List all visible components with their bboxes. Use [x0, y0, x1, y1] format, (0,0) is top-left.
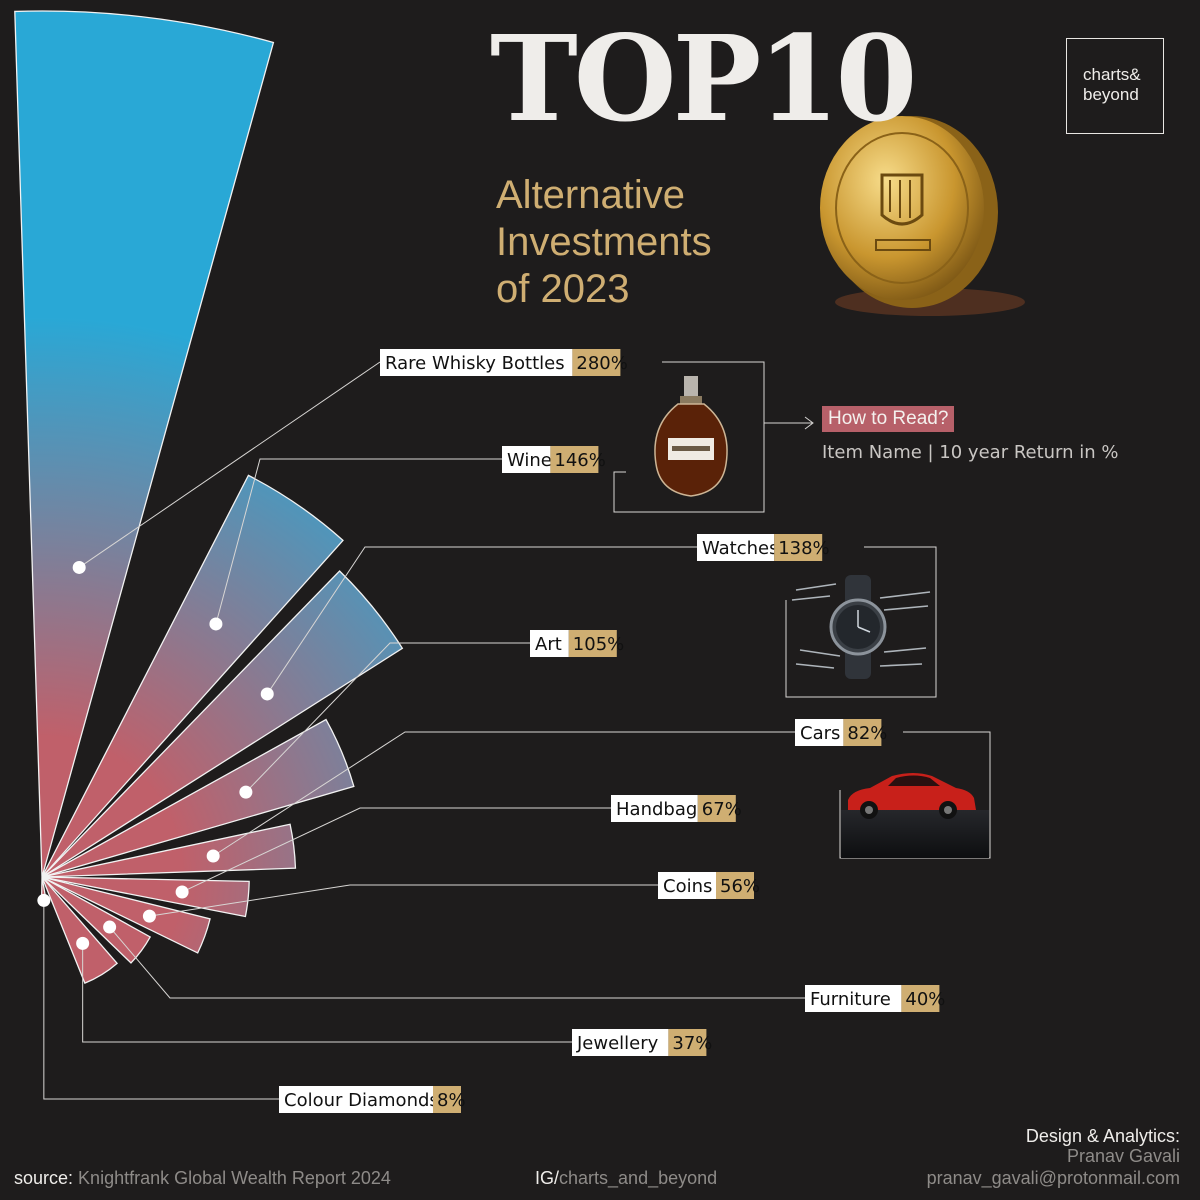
- value-label-6: 56%: [720, 876, 760, 897]
- connector-3: [245, 642, 530, 793]
- wedge-dot-6: [142, 909, 156, 923]
- connector-0: [78, 361, 381, 568]
- source: source: Knightfrank Global Wealth Report…: [14, 1168, 391, 1189]
- wedge-dot-4: [206, 849, 220, 863]
- ig-value: charts_and_beyond: [559, 1168, 718, 1188]
- whisky-bottle-photo: [654, 376, 728, 497]
- wedge-6: [41, 876, 211, 954]
- value-label-bg-4: [843, 719, 882, 746]
- category-label-2: Watches: [702, 538, 779, 559]
- category-label-bg-5: [611, 795, 698, 822]
- category-label-1: Wine: [507, 450, 552, 471]
- value-label-bg-2: [774, 534, 823, 561]
- how-to-read-arrowhead: [804, 416, 814, 430]
- category-label-bg-3: [530, 630, 569, 657]
- value-label-bg-7: [901, 985, 940, 1012]
- value-label-bg-1: [550, 446, 599, 473]
- value-label-4: 82%: [847, 723, 887, 744]
- category-label-7: Furniture: [810, 989, 891, 1010]
- subtitle-line-2: Investments: [496, 220, 712, 264]
- category-label-4: Cars: [800, 723, 840, 744]
- connector-7: [109, 926, 805, 999]
- brand-line-1: charts&: [1083, 65, 1141, 84]
- value-label-9: 8%: [437, 1090, 466, 1111]
- value-label-3: 105%: [573, 634, 624, 655]
- connector-8: [82, 943, 572, 1043]
- wedge-dot-7: [103, 920, 117, 934]
- wedge-dot-9: [37, 893, 51, 907]
- wedge-dot-5: [175, 885, 189, 899]
- category-label-3: Art: [535, 634, 562, 655]
- brand-logo: charts& beyond: [1066, 38, 1164, 134]
- category-label-bg-0: [380, 349, 573, 376]
- wedge-0: [14, 10, 275, 878]
- category-label-bg-9: [279, 1086, 433, 1113]
- connector-9: [43, 900, 279, 1100]
- category-label-bg-1: [502, 446, 551, 473]
- value-label-0: 280%: [576, 353, 627, 374]
- instagram-handle: IG/charts_and_beyond: [535, 1168, 717, 1189]
- connector-1: [215, 458, 502, 625]
- wedge-7: [41, 876, 152, 964]
- category-label-6: Coins: [663, 876, 712, 897]
- credit-heading: Design & Analytics:: [1025, 1126, 1180, 1146]
- category-label-0: Rare Whisky Bottles: [385, 353, 565, 374]
- connector-4: [212, 731, 795, 857]
- value-label-7: 40%: [905, 989, 945, 1010]
- value-label-5: 67%: [702, 799, 742, 820]
- subtitle-line-1: Alternative: [496, 173, 685, 217]
- value-label-bg-5: [697, 795, 736, 822]
- legend-format: Item Name | 10 year Return in %: [822, 442, 1119, 463]
- value-label-bg-8: [668, 1029, 707, 1056]
- wedge-4: [41, 823, 297, 878]
- whisky-frame: [613, 361, 765, 513]
- value-label-1: 146%: [554, 450, 605, 471]
- wedge-dot-0: [72, 560, 86, 574]
- credit-name: Pranav Gavali: [1066, 1146, 1180, 1166]
- wedge-dot-8: [76, 936, 90, 950]
- subtitle: Alternative Investments of 2023: [496, 172, 816, 313]
- ig-label: IG/: [535, 1168, 560, 1188]
- value-label-bg-3: [568, 630, 617, 657]
- value-label-bg-0: [572, 349, 621, 376]
- watch-photo: [791, 575, 931, 679]
- credit-email: pranav_gavali@protonmail.com: [926, 1168, 1180, 1188]
- wedge-5: [41, 876, 250, 918]
- gold-coin-photo: [820, 116, 1025, 316]
- value-label-bg-9: [433, 1086, 461, 1113]
- category-label-bg-8: [572, 1029, 669, 1056]
- how-to-read-badge: How to Read?: [822, 406, 955, 432]
- red-car-photo: [841, 773, 989, 858]
- subtitle-line-3: of 2023: [496, 267, 630, 311]
- wedge-dot-3: [239, 785, 253, 799]
- wedge-3: [41, 718, 355, 878]
- wedge-1: [41, 474, 344, 878]
- category-label-bg-6: [658, 872, 716, 899]
- title: TOP10: [490, 9, 918, 148]
- connector-5: [181, 807, 611, 893]
- source-value: Knightfrank Global Wealth Report 2024: [78, 1168, 391, 1188]
- category-label-bg-4: [795, 719, 844, 746]
- connector-2: [266, 546, 697, 695]
- value-label-2: 138%: [778, 538, 829, 559]
- watch-frame: [785, 546, 937, 698]
- value-label-8: 37%: [672, 1033, 712, 1054]
- wedge-dot-2: [260, 687, 274, 701]
- value-label-bg-6: [716, 872, 754, 899]
- brand-line-2: beyond: [1083, 85, 1139, 104]
- category-label-bg-7: [805, 985, 902, 1012]
- source-label: source:: [14, 1168, 74, 1188]
- wedge-2: [41, 570, 404, 878]
- category-label-9: Colour Diamonds: [284, 1090, 439, 1111]
- connector-6: [149, 884, 658, 917]
- category-label-bg-2: [697, 534, 775, 561]
- car-frame: [839, 731, 991, 859]
- wedge-dot-1: [209, 617, 223, 631]
- category-label-5: Handbags: [616, 799, 707, 820]
- wedge-8: [41, 876, 118, 984]
- category-label-8: Jewellery: [576, 1033, 659, 1054]
